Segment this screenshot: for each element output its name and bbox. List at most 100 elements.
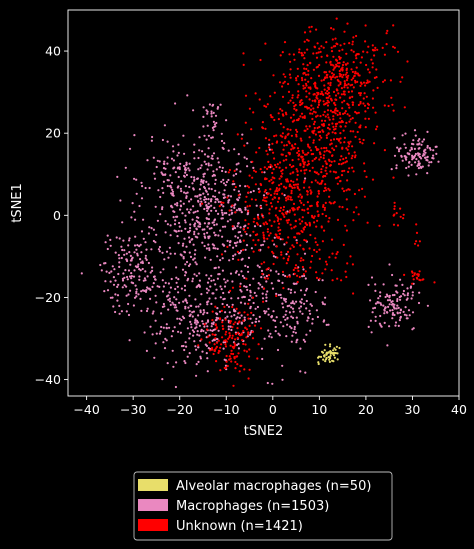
data-point — [270, 315, 274, 318]
data-point — [264, 42, 267, 45]
data-point — [262, 199, 265, 202]
data-point — [306, 143, 310, 146]
data-point — [130, 277, 133, 280]
data-point — [296, 75, 299, 78]
data-point — [316, 201, 319, 204]
data-point — [128, 339, 131, 342]
data-point — [308, 98, 311, 101]
data-point — [287, 257, 290, 261]
data-point — [248, 333, 252, 336]
data-point — [163, 160, 166, 163]
data-point — [382, 304, 385, 307]
data-point — [309, 233, 312, 237]
data-point — [135, 266, 138, 269]
data-point — [150, 227, 153, 230]
data-point — [209, 285, 212, 288]
data-point — [323, 150, 326, 153]
data-point — [330, 78, 333, 81]
data-point — [175, 361, 178, 364]
data-point — [221, 211, 224, 214]
data-point — [229, 240, 232, 243]
data-point — [243, 368, 246, 371]
data-point — [164, 281, 167, 284]
data-point — [238, 209, 241, 212]
data-point — [252, 111, 255, 114]
data-point — [221, 324, 224, 328]
data-point — [274, 214, 277, 217]
data-point — [411, 271, 414, 274]
data-point — [203, 187, 206, 190]
data-point — [200, 200, 203, 203]
data-point — [318, 138, 321, 141]
data-point — [297, 269, 300, 272]
data-point — [198, 324, 201, 327]
data-point — [220, 253, 224, 256]
data-point — [176, 235, 179, 238]
data-point — [234, 338, 237, 341]
data-point — [129, 254, 132, 257]
data-point — [360, 82, 363, 85]
data-point — [292, 113, 295, 116]
data-point — [152, 228, 155, 231]
data-point — [191, 311, 194, 314]
data-point — [261, 297, 265, 300]
data-point — [315, 225, 318, 228]
data-point — [246, 184, 249, 188]
data-point — [391, 273, 394, 277]
data-point — [103, 290, 106, 293]
data-point — [287, 218, 290, 221]
data-point — [302, 259, 305, 262]
data-point — [161, 138, 164, 142]
data-point — [299, 222, 302, 225]
data-point — [299, 103, 302, 107]
data-point — [303, 169, 306, 172]
data-point — [299, 289, 303, 292]
data-point — [193, 253, 196, 256]
data-point — [282, 185, 286, 188]
data-point — [173, 210, 176, 213]
data-point — [271, 142, 274, 145]
data-point — [140, 251, 143, 254]
data-point — [252, 189, 255, 193]
data-point — [197, 225, 200, 228]
data-point — [257, 217, 260, 220]
data-point — [333, 128, 336, 131]
data-point — [238, 240, 242, 243]
data-point — [293, 291, 296, 294]
data-point — [282, 205, 286, 209]
data-point — [329, 139, 333, 142]
data-point — [140, 261, 143, 264]
data-point — [269, 269, 272, 272]
data-point — [266, 230, 269, 233]
data-point — [161, 378, 164, 381]
data-point — [207, 243, 210, 246]
data-point — [109, 296, 112, 299]
data-point — [263, 310, 266, 313]
data-point — [270, 178, 273, 181]
data-point — [214, 305, 217, 308]
data-point — [216, 277, 219, 280]
data-point — [245, 157, 248, 160]
data-point — [201, 202, 204, 205]
data-point — [309, 329, 312, 332]
data-point — [273, 91, 276, 94]
data-point — [298, 188, 301, 191]
data-point — [149, 297, 152, 300]
data-point — [237, 342, 240, 345]
data-point — [145, 289, 148, 292]
data-point — [420, 143, 423, 146]
data-point — [404, 306, 407, 309]
data-point — [403, 313, 406, 316]
data-point — [199, 311, 202, 314]
legend: Alveolar macrophages (n=50)Macrophages (… — [133, 471, 393, 541]
y-tick-label: 20 — [45, 126, 61, 141]
data-point — [261, 292, 264, 295]
data-point — [418, 291, 421, 294]
data-point — [190, 323, 193, 326]
data-point — [331, 279, 334, 282]
data-point — [151, 285, 154, 288]
data-point — [116, 294, 120, 297]
data-point — [318, 158, 321, 161]
data-point — [320, 226, 323, 229]
data-point — [230, 349, 233, 352]
